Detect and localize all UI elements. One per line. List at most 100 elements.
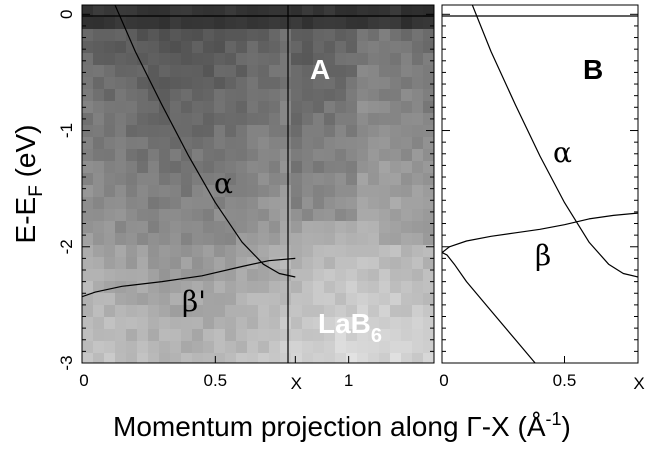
heatmap-cell xyxy=(126,65,137,77)
heatmap-cell xyxy=(148,353,159,363)
heatmap-cell xyxy=(104,101,115,113)
heatmap-cell xyxy=(335,329,346,341)
heatmap-cell xyxy=(379,197,390,209)
alpha-label-a: α xyxy=(214,167,233,200)
heatmap-cell xyxy=(192,41,203,53)
heatmap-cell xyxy=(236,329,247,341)
heatmap-cell xyxy=(269,221,280,233)
heatmap-cell xyxy=(170,269,181,281)
heatmap-cell xyxy=(225,53,236,65)
heatmap-cell xyxy=(214,329,225,341)
heatmap-cell xyxy=(126,17,137,29)
heatmap-cell xyxy=(335,185,346,197)
heatmap-cell xyxy=(291,305,302,317)
heatmap-cell xyxy=(280,65,291,77)
heatmap-cell xyxy=(335,17,346,29)
heatmap-cell xyxy=(346,185,357,197)
heatmap-cell xyxy=(379,269,390,281)
heatmap-cell xyxy=(313,317,324,329)
heatmap-cell xyxy=(412,293,423,305)
heatmap-cell xyxy=(82,245,93,257)
heatmap-cell xyxy=(412,173,423,185)
heatmap-cell xyxy=(258,53,269,65)
heatmap-cell xyxy=(126,137,137,149)
heatmap-cell xyxy=(247,221,258,233)
heatmap-cell xyxy=(203,317,214,329)
heatmap-cell xyxy=(379,281,390,293)
heatmap-cell xyxy=(247,17,258,29)
heatmap-cell xyxy=(159,257,170,269)
heatmap-cell xyxy=(115,209,126,221)
heatmap-cell xyxy=(126,77,137,89)
heatmap-cell xyxy=(390,185,401,197)
heatmap-cell xyxy=(291,353,302,363)
heatmap-cell xyxy=(192,173,203,185)
heatmap-cell xyxy=(203,245,214,257)
heatmap-cell xyxy=(148,41,159,53)
heatmap-cell xyxy=(313,173,324,185)
heatmap-cell xyxy=(280,137,291,149)
heatmap-cell xyxy=(181,209,192,221)
heatmap-cell xyxy=(335,125,346,137)
heatmap-cell xyxy=(346,317,357,329)
heatmap-cell xyxy=(225,233,236,245)
heatmap-cell xyxy=(412,17,423,29)
heatmap-cell xyxy=(313,341,324,353)
heatmap-cell xyxy=(236,41,247,53)
heatmap-cell xyxy=(258,221,269,233)
heatmap-cell xyxy=(115,173,126,185)
heatmap-cell xyxy=(412,245,423,257)
heatmap-cell xyxy=(192,125,203,137)
heatmap-cell xyxy=(137,209,148,221)
heatmap-cell xyxy=(302,317,313,329)
heatmap-cell xyxy=(335,53,346,65)
heatmap-cell xyxy=(324,257,335,269)
heatmap-cell xyxy=(357,65,368,77)
heatmap-cell xyxy=(258,329,269,341)
heatmap-cell xyxy=(115,41,126,53)
heatmap-cell xyxy=(170,353,181,363)
heatmap-cell xyxy=(379,317,390,329)
heatmap-cell xyxy=(357,161,368,173)
heatmap-cell xyxy=(368,257,379,269)
heatmap-cell xyxy=(181,257,192,269)
heatmap-cell xyxy=(236,65,247,77)
heatmap-cell xyxy=(269,65,280,77)
heatmap-cell xyxy=(401,257,412,269)
heatmap-cell xyxy=(302,245,313,257)
heatmap-cell xyxy=(214,137,225,149)
heatmap-cell xyxy=(423,197,434,209)
heatmap-cell xyxy=(313,137,324,149)
heatmap-cell xyxy=(225,113,236,125)
heatmap-cell xyxy=(159,89,170,101)
band-line-1 xyxy=(471,5,638,278)
heatmap-cell xyxy=(423,293,434,305)
heatmap-cell xyxy=(115,77,126,89)
heatmap-cell xyxy=(346,329,357,341)
heatmap-cell xyxy=(401,65,412,77)
heatmap-cell xyxy=(82,137,93,149)
heatmap-cell xyxy=(269,281,280,293)
heatmap-cell xyxy=(115,149,126,161)
heatmap-cell xyxy=(335,269,346,281)
heatmap-cell xyxy=(423,53,434,65)
heatmap-cell xyxy=(357,77,368,89)
heatmap-cell xyxy=(313,101,324,113)
heatmap-cell xyxy=(335,233,346,245)
heatmap-cell xyxy=(247,209,258,221)
heatmap-cell xyxy=(148,17,159,29)
heatmap-cell xyxy=(170,281,181,293)
heatmap-cell xyxy=(192,257,203,269)
heatmap-cell xyxy=(379,149,390,161)
heatmap-cell xyxy=(93,77,104,89)
heatmap-cell xyxy=(335,305,346,317)
heatmap-cell xyxy=(302,17,313,29)
heatmap-cell xyxy=(412,137,423,149)
heatmap-cell xyxy=(291,137,302,149)
heatmap-cell xyxy=(93,185,104,197)
heatmap-cell xyxy=(203,305,214,317)
heatmap-cell xyxy=(346,101,357,113)
heatmap-cell xyxy=(335,41,346,53)
heatmap-cell xyxy=(368,5,379,17)
